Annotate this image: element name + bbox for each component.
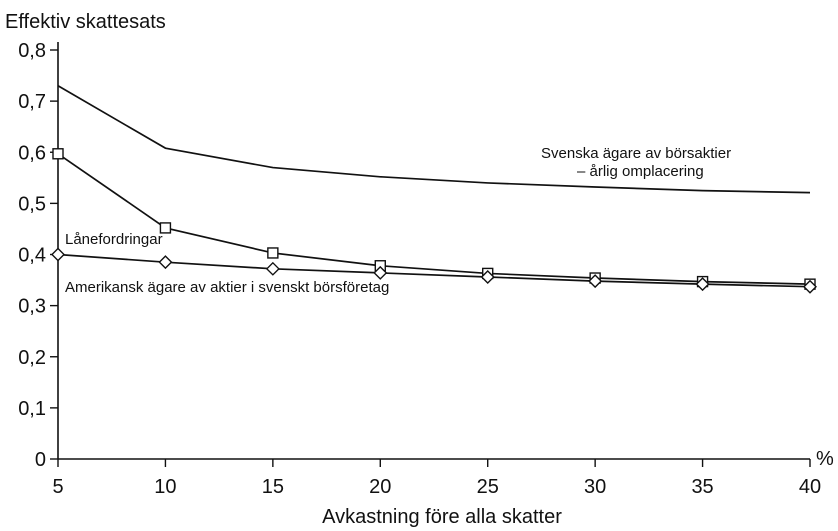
annotation-american: Amerikansk ägare av aktier i svenskt bör… bbox=[65, 279, 389, 296]
x-axis-title: Avkastning före alla skatter bbox=[322, 506, 562, 528]
diamond-marker bbox=[158, 255, 173, 270]
x-tick-label: 15 bbox=[262, 476, 284, 498]
series-line-2 bbox=[57, 153, 811, 285]
annotation-loans: Lånefordringar bbox=[65, 231, 163, 248]
x-tick-label: 10 bbox=[154, 476, 176, 498]
square-marker bbox=[159, 222, 172, 234]
y-tick-label: 0,4 bbox=[18, 245, 46, 267]
y-tick-label: 0,5 bbox=[18, 193, 46, 215]
y-tick-label: 0,1 bbox=[18, 398, 46, 420]
y-tick-label: 0 bbox=[35, 449, 46, 471]
x-tick-label: 5 bbox=[52, 476, 63, 498]
diamond-marker bbox=[265, 261, 280, 276]
y-tick-label: 0,6 bbox=[18, 142, 46, 164]
annotation-swedish-line1: Svenska ägare av börsaktier bbox=[541, 145, 731, 162]
annotation-swedish-line2: – årlig omplacering bbox=[577, 163, 704, 180]
x-axis-unit: % bbox=[816, 448, 834, 470]
y-tick-label: 0,2 bbox=[18, 347, 46, 369]
y-axis: 0 0,1 0,2 0,3 0,4 0,5 0,6 0,7 0,8 bbox=[18, 40, 59, 471]
square-marker bbox=[267, 247, 279, 259]
diamond-marker bbox=[373, 265, 388, 280]
y-tick-label: 0,7 bbox=[18, 91, 46, 113]
diamond-marker bbox=[51, 247, 65, 262]
diamond-marker bbox=[588, 274, 603, 289]
diamond-marker bbox=[803, 279, 817, 294]
y-tick-label: 0,8 bbox=[18, 40, 46, 62]
x-axis: 5 10 15 20 25 30 35 40 bbox=[52, 458, 821, 498]
x-tick-label: 30 bbox=[584, 476, 606, 498]
data-series bbox=[51, 85, 817, 294]
x-tick-label: 25 bbox=[477, 476, 499, 498]
x-tick-label: 20 bbox=[369, 476, 391, 498]
series-line-3 bbox=[57, 253, 811, 288]
y-tick-label: 0,3 bbox=[18, 296, 46, 318]
series-line-1 bbox=[57, 85, 811, 194]
square-marker bbox=[52, 148, 64, 160]
diamond-marker bbox=[480, 270, 495, 284]
diamond-marker bbox=[695, 277, 710, 292]
y-axis-title: Effektiv skattesats bbox=[5, 11, 166, 33]
x-tick-label: 40 bbox=[799, 476, 821, 498]
x-tick-label: 35 bbox=[691, 476, 713, 498]
